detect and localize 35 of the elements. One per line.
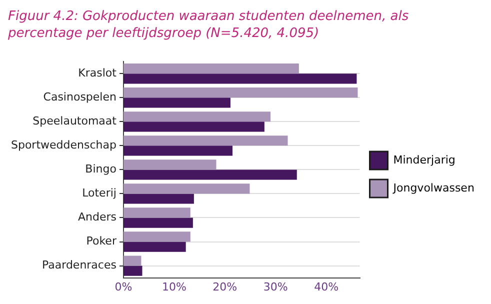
bar — [123, 160, 216, 170]
x-tick-label: 30% — [263, 280, 288, 294]
chart-title: Figuur 4.2: Gokproducten waaraan studenten deelnemen, als percentage per leeftijdsgroep (N=5.420, 4.095) — [8, 8, 410, 42]
legend-label: Jongvolwassen — [392, 181, 474, 194]
x-tick-label: 20% — [212, 280, 238, 294]
y-tick-label: Bingo — [85, 162, 117, 176]
bar — [123, 218, 193, 228]
bar — [123, 232, 190, 242]
y-tick-label: Loterij — [82, 186, 116, 200]
bar — [123, 122, 264, 132]
bar — [123, 208, 190, 218]
bar — [123, 136, 288, 146]
x-tick-label: 10% — [162, 280, 186, 294]
bar — [123, 98, 230, 108]
bar — [123, 88, 358, 98]
bar — [123, 170, 297, 180]
bar — [123, 74, 357, 84]
y-tick-label: Sportweddenschap — [10, 138, 116, 152]
bar — [123, 112, 271, 122]
bar — [123, 146, 232, 156]
bar — [123, 64, 299, 74]
y-tick-label: Paardenraces — [42, 258, 117, 272]
y-tick-label: Poker — [86, 234, 117, 248]
bar — [123, 266, 142, 276]
y-tick-label: Kraslot — [78, 66, 118, 80]
y-tick-label: Anders — [78, 210, 117, 224]
bar — [123, 194, 194, 204]
bar — [123, 256, 142, 266]
x-tick-label: 0% — [114, 280, 132, 294]
x-tick-label: 40% — [314, 280, 339, 294]
bar — [123, 184, 250, 194]
bar — [123, 242, 186, 252]
y-tick-label: Casinospelen — [43, 90, 116, 104]
legend-label: Minderjarig — [393, 153, 456, 166]
y-tick-label: Speelautomaat — [32, 114, 118, 128]
